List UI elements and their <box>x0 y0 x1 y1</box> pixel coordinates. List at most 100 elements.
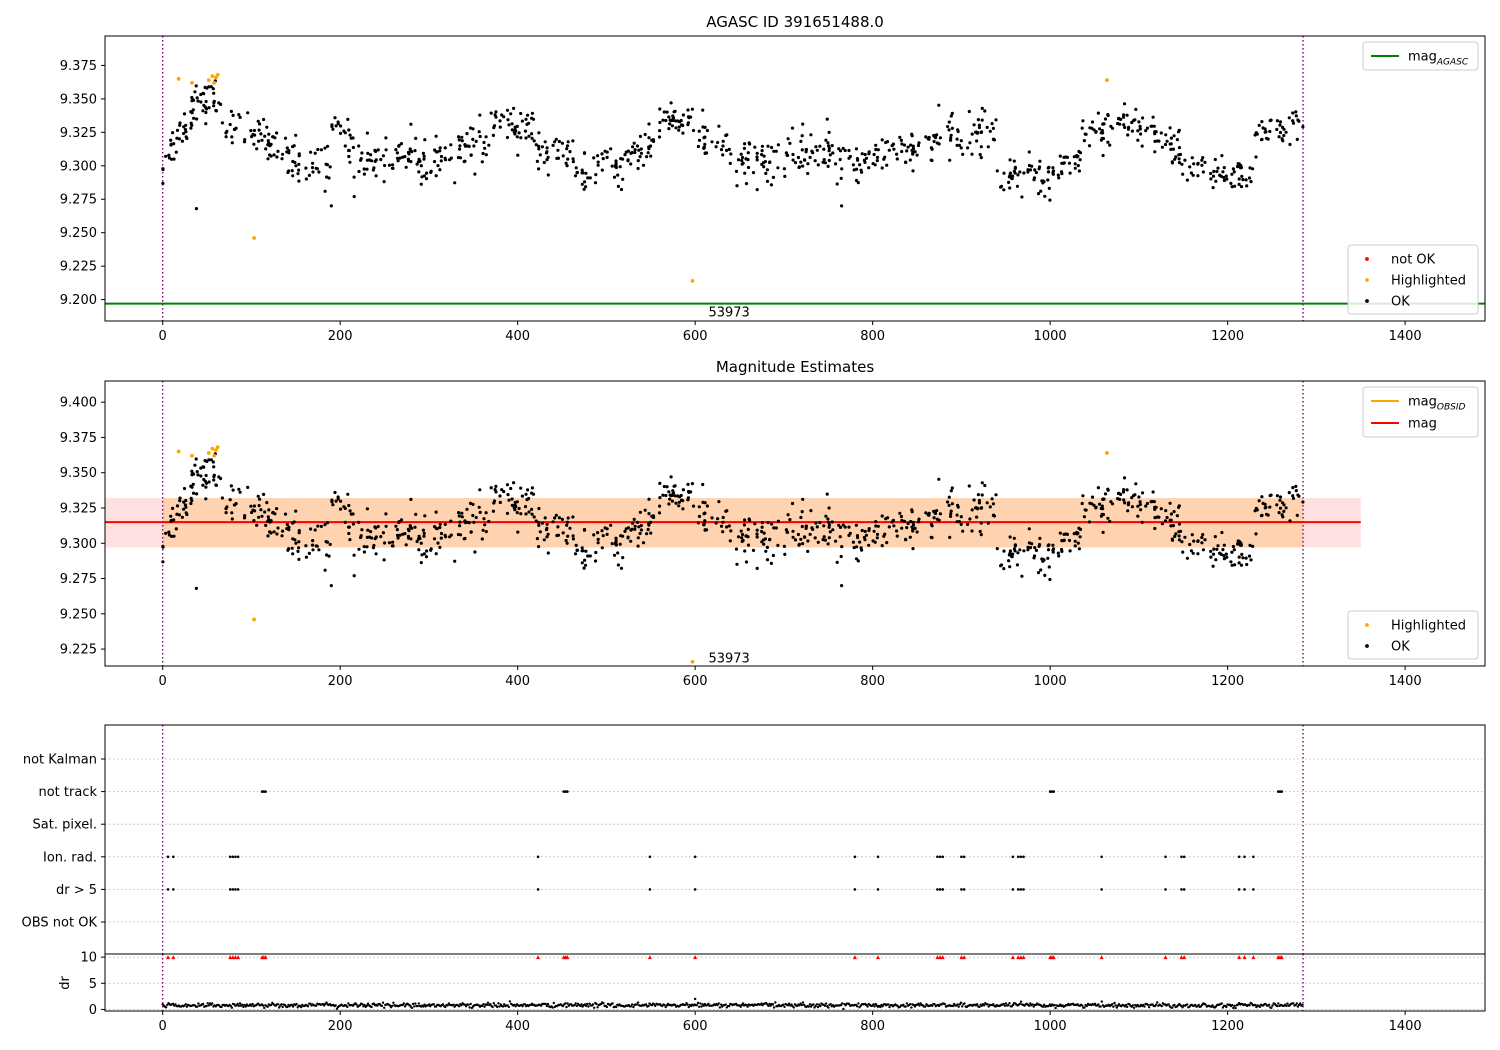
panel-dr-point <box>422 1005 425 1008</box>
panel-magnitude-estimates-ytick-label: 9.350 <box>60 466 97 481</box>
panel-magnitude-estimates-ok-point <box>938 512 943 516</box>
panel-agasc-ok-point <box>835 182 839 186</box>
panel-magnitude-estimates-ok-point <box>564 538 568 543</box>
panel-magnitude-estimates-ok-point <box>746 527 750 532</box>
panel-agasc-ok-point <box>317 170 321 174</box>
panel-magnitude-estimates-ok-point <box>175 504 180 508</box>
panel-magnitude-estimates: Magnitude Estimates 0 200 400 600 800 1000 120… <box>60 358 1486 689</box>
panel-magnitude-estimates-ok-point <box>307 551 311 556</box>
panel-magnitude-estimates-ok-point <box>463 521 468 525</box>
panel-magnitude-estimates-ok-point <box>291 552 295 556</box>
panel-agasc-ok-point <box>824 138 828 142</box>
panel-agasc-ok-point <box>294 164 298 168</box>
panel-magnitude-estimates-ok-point <box>542 538 546 542</box>
panel-magnitude-estimates-ok-point <box>1291 494 1295 498</box>
panel-agasc-ok-point <box>481 151 485 156</box>
panel-magnitude-estimates-ok-point <box>721 530 725 534</box>
panel-agasc-ok-point <box>319 148 323 152</box>
panel-magnitude-estimates-ok-point <box>638 510 643 514</box>
panel-magnitude-estimates-highlighted-point <box>690 659 695 664</box>
panel-agasc-ok-point <box>1125 113 1129 117</box>
panel-dr-point <box>413 1005 416 1008</box>
panel-magnitude-estimates-ok-point <box>269 519 273 523</box>
panel-dr-point <box>417 1002 420 1005</box>
panel-dr-point <box>1031 1003 1034 1006</box>
panel-magnitude-estimates-ok-point <box>786 513 790 517</box>
panel-dr-point <box>325 1001 328 1004</box>
panel-magnitude-estimates-ok-point <box>526 488 530 492</box>
panel-agasc-ok-point <box>765 179 770 183</box>
panel-agasc-ok-point <box>742 146 747 150</box>
panel-agasc-ok-point <box>296 172 300 176</box>
panel-agasc-ok-point <box>307 173 311 177</box>
panel-agasc-xtick-label: 200 <box>328 329 353 344</box>
panel-magnitude-estimates-ok-point <box>323 568 327 572</box>
panel-magnitude-estimates-ok-point <box>766 521 770 525</box>
panel-dr-clipped-marker <box>228 955 233 960</box>
panel-agasc-ok-point <box>561 154 565 158</box>
panel-magnitude-estimates-ok-point <box>544 528 549 532</box>
panel-dr-point <box>402 1002 405 1005</box>
panel-agasc-ok-point <box>513 125 517 129</box>
panel-agasc-ok-point <box>259 132 263 136</box>
panel-agasc-ok-point <box>677 125 681 129</box>
panel-magnitude-estimates-ok-point <box>260 514 264 518</box>
panel-agasc-ok-point <box>995 169 999 173</box>
panel-magnitude-estimates-ok-point <box>554 513 558 517</box>
panel-flags-point <box>1052 790 1055 793</box>
panel-agasc-ok-point <box>950 111 954 115</box>
panel-magnitude-estimates-ok-point <box>596 531 600 535</box>
panel-magnitude-estimates-ok-point <box>1012 536 1016 540</box>
panel-dr-point <box>812 1003 815 1006</box>
panel-agasc-ok-point <box>1301 125 1305 129</box>
panel-magnitude-estimates-highlighted-point <box>176 449 181 454</box>
panel-agasc-ok-point <box>1200 163 1204 167</box>
panel-magnitude-estimates-ok-point <box>434 510 438 514</box>
panel-agasc-ytick-label: 9.325 <box>60 126 97 141</box>
panel-agasc-ok-point <box>815 148 819 152</box>
panel-agasc-ok-point <box>185 136 189 141</box>
panel-agasc-ok-point <box>697 129 701 133</box>
panel-magnitude-estimates-ok-point <box>633 527 637 531</box>
panel-dr-point <box>306 1005 310 1008</box>
panel-magnitude-estimates-ok-point <box>1073 544 1077 548</box>
panel-dr-point <box>266 1005 269 1008</box>
panel-magnitude-estimates-ok-point <box>436 541 440 545</box>
panel-agasc-ok-point <box>831 151 835 155</box>
panel-dr-point <box>365 1004 369 1007</box>
panel-dr-ytick-label: 5 <box>89 977 97 992</box>
panel-magnitude-estimates-ok-point <box>1060 549 1064 554</box>
panel-agasc-ok-point <box>621 177 625 181</box>
panel-agasc-ok-point <box>453 181 457 185</box>
panel-agasc-ok-point <box>542 160 546 165</box>
panel-magnitude-estimates-ok-point <box>1041 559 1045 563</box>
panel-magnitude-estimates-ok-point <box>905 526 909 530</box>
panel-magnitude-estimates-ok-point <box>404 543 408 547</box>
panel-magnitude-estimates-ok-point <box>325 553 329 557</box>
panel-magnitude-estimates-ok-point <box>401 532 405 536</box>
panel-flags-grid <box>105 725 1485 954</box>
panel-flags-point <box>648 855 652 859</box>
panel-agasc-ok-point <box>1047 165 1051 169</box>
panel-magnitude-estimates-ok-point <box>264 523 268 528</box>
panel-agasc-ok-point <box>260 138 264 142</box>
panel-magnitude-estimates-ok-point <box>614 539 618 543</box>
panel-magnitude-estimates-ok-point <box>1294 484 1298 488</box>
panel-dr-point <box>614 1005 618 1009</box>
panel-agasc-ok-point <box>297 168 301 172</box>
panel-agasc-ok-point <box>909 143 913 147</box>
panel-agasc-ok-point <box>975 139 979 143</box>
panel-magnitude-estimates-ok-point <box>530 491 534 495</box>
panel-magnitude-estimates-ok-point <box>1259 514 1264 518</box>
panel-agasc-ok-point <box>189 110 193 114</box>
panel-agasc-ok-point <box>985 125 989 129</box>
panel-agasc-ok-point <box>310 166 315 170</box>
panel-agasc-ok-point <box>1159 131 1163 135</box>
panel-magnitude-estimates-ok-point <box>1291 486 1295 490</box>
panel-magnitude-estimates-ok-point <box>949 512 953 516</box>
panel-agasc-ok-point <box>600 152 604 156</box>
panel-magnitude-estimates-ok-point <box>478 488 482 492</box>
panel-dr-point <box>808 1003 812 1006</box>
panel-magnitude-estimates-ok-point <box>527 496 531 501</box>
panel-magnitude-estimates-ok-point <box>413 525 417 529</box>
